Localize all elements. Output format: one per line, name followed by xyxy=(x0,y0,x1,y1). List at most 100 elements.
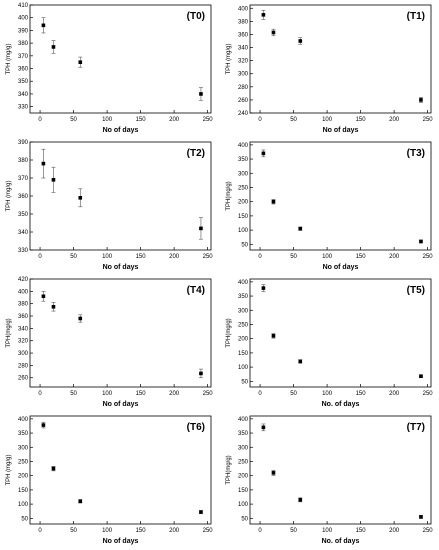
panel-title: (T4) xyxy=(187,285,205,296)
data-point xyxy=(261,13,266,17)
plot-frame xyxy=(249,141,432,251)
x-axis-title: No of days xyxy=(103,127,139,134)
data-point xyxy=(199,92,203,96)
x-tick-label: 50 xyxy=(290,528,297,534)
y-tick-label: 200 xyxy=(238,474,249,480)
x-tick-label: 250 xyxy=(423,254,434,260)
x-tick-label: 0 xyxy=(38,528,42,534)
panel-title: (T6) xyxy=(187,422,205,433)
data-point xyxy=(271,471,276,475)
chart-panel-6: 0 50 100 150 200 250 50 100 150 200 250 300 350 400 No… xyxy=(6,415,213,545)
y-tick-label: 400 xyxy=(238,280,249,286)
x-tick-label: 0 xyxy=(258,254,262,260)
x-tick-label: 150 xyxy=(356,391,367,397)
x-tick-label: 200 xyxy=(389,391,400,397)
panel-title: (T0) xyxy=(187,11,205,22)
panel-title: (T3) xyxy=(407,148,425,159)
y-tick-label: 260 xyxy=(238,98,249,104)
y-axis-title: TPH (mg/g) xyxy=(6,454,12,485)
x-tick-label: 200 xyxy=(169,391,180,397)
y-tick-label: 300 xyxy=(238,445,249,451)
x-axis-title: No of days xyxy=(103,264,139,271)
x-tick-label: 200 xyxy=(169,117,180,123)
y-tick-label: 250 xyxy=(238,185,249,191)
x-tick-label: 250 xyxy=(423,117,434,123)
y-tick-label: 300 xyxy=(18,445,29,451)
y-tick-label: 50 xyxy=(241,379,248,385)
data-point xyxy=(298,226,303,231)
x-tick-label: 150 xyxy=(136,528,147,534)
chart-panel-7: 0 50 100 150 200 250 50 100 150 200 250 300 350 400 No… xyxy=(226,415,434,545)
plot-frame xyxy=(249,415,432,525)
y-tick-label: 400 xyxy=(238,143,249,149)
y-axis-title: TPH(mg/g) xyxy=(226,181,232,210)
x-tick-label: 250 xyxy=(203,117,214,123)
chart-panel-4: 0 50 100 150 200 250 260 280 300 320 340 360 380 400 4… xyxy=(6,277,213,408)
data-point xyxy=(78,196,83,200)
panel-title: (T2) xyxy=(187,148,205,159)
x-tick-label: 150 xyxy=(136,254,147,260)
data-point xyxy=(419,515,423,519)
data-point xyxy=(419,239,423,244)
y-tick-label: 200 xyxy=(238,200,249,206)
x-tick-label: 100 xyxy=(102,528,113,534)
data-point xyxy=(298,39,303,43)
data-point xyxy=(78,316,83,321)
data-point xyxy=(199,226,203,231)
y-tick-label: 150 xyxy=(238,351,249,357)
data-point xyxy=(41,294,46,299)
y-tick-label: 280 xyxy=(18,363,29,369)
panel-title: (T7) xyxy=(407,422,425,433)
x-tick-label: 250 xyxy=(423,528,434,534)
y-tick-label: 380 xyxy=(18,41,29,47)
y-tick-label: 360 xyxy=(18,67,29,73)
data-point xyxy=(261,151,266,156)
x-tick-label: 50 xyxy=(290,391,297,397)
data-point xyxy=(271,30,276,35)
y-tick-label: 350 xyxy=(238,157,249,163)
y-tick-label: 400 xyxy=(18,16,29,22)
x-tick-label: 0 xyxy=(38,254,42,260)
x-tick-label: 150 xyxy=(356,254,367,260)
y-tick-label: 340 xyxy=(238,46,249,52)
y-tick-label: 400 xyxy=(18,289,29,295)
y-tick-label: 100 xyxy=(18,502,29,508)
data-point xyxy=(41,423,46,427)
y-tick-label: 240 xyxy=(238,111,249,117)
y-tick-label: 370 xyxy=(18,54,29,60)
y-tick-label: 390 xyxy=(18,28,29,34)
y-tick-label: 100 xyxy=(238,365,249,371)
y-tick-label: 420 xyxy=(18,277,29,283)
data-point xyxy=(298,498,303,502)
y-tick-label: 200 xyxy=(18,474,29,480)
x-tick-label: 150 xyxy=(136,117,147,123)
y-tick-label: 300 xyxy=(18,351,29,357)
data-point xyxy=(51,45,56,49)
x-tick-label: 0 xyxy=(38,391,42,397)
y-tick-label: 50 xyxy=(21,516,28,522)
y-tick-label: 150 xyxy=(238,214,249,220)
x-axis-title: No of days xyxy=(323,127,359,134)
y-tick-label: 400 xyxy=(238,6,249,12)
y-tick-label: 340 xyxy=(18,230,29,236)
y-tick-label: 300 xyxy=(238,308,249,314)
x-tick-label: 100 xyxy=(102,254,113,260)
y-tick-label: 380 xyxy=(18,158,29,164)
x-tick-label: 50 xyxy=(70,254,77,260)
x-axis-title: No of days xyxy=(103,538,139,545)
y-tick-label: 350 xyxy=(18,79,29,85)
data-point xyxy=(419,374,423,378)
x-tick-label: 50 xyxy=(70,391,77,397)
x-tick-label: 150 xyxy=(356,528,367,534)
x-tick-label: 100 xyxy=(322,254,333,260)
y-tick-label: 100 xyxy=(238,228,249,234)
x-tick-label: 0 xyxy=(38,117,42,123)
x-axis-title: No of days xyxy=(103,401,139,408)
y-tick-label: 390 xyxy=(18,140,29,146)
y-tick-label: 360 xyxy=(18,314,29,320)
y-tick-label: 250 xyxy=(238,459,249,465)
data-point xyxy=(271,334,276,338)
y-tick-label: 320 xyxy=(238,59,249,65)
data-point xyxy=(261,286,266,290)
